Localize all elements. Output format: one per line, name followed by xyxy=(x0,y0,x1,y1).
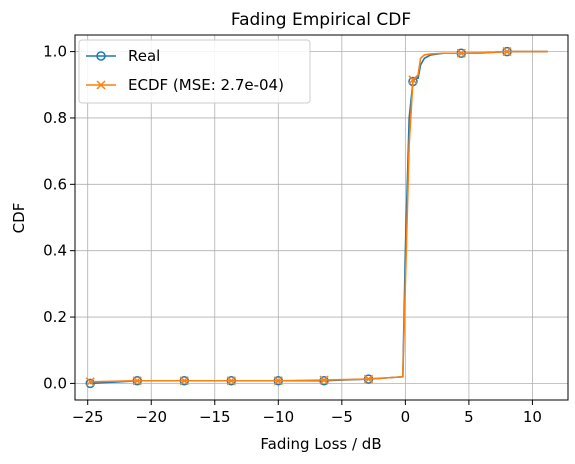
legend-label: ECDF (MSE: 2.7e-04) xyxy=(128,76,284,94)
legend-box xyxy=(78,39,311,104)
data-point xyxy=(179,376,189,386)
legend: Real ECDF (MSE: 2.7e-04) xyxy=(78,39,311,104)
y-tick-label: 0.4 xyxy=(43,242,67,260)
data-point xyxy=(132,376,142,386)
x-tick-label: −5 xyxy=(331,408,353,426)
x-axis-label: Fading Loss / dB xyxy=(260,435,381,453)
y-axis-label: CDF xyxy=(10,203,28,234)
grid-lines xyxy=(75,35,568,400)
chart-title: Fading Empirical CDF xyxy=(231,10,411,30)
y-tick-label: 1.0 xyxy=(43,43,67,61)
axis-ticks: −25 −20 −15 −10 −5 0 5 10 0.0 0.2 0.4 0.6 0.8 1.0 xyxy=(43,43,542,426)
y-tick-label: 0.0 xyxy=(43,374,67,392)
legend-marker xyxy=(96,80,106,90)
data-point xyxy=(456,48,466,58)
data-point xyxy=(502,47,512,57)
x-tick-label: 5 xyxy=(464,408,474,426)
legend-marker xyxy=(96,51,106,61)
data-point xyxy=(273,376,283,386)
plot-frame xyxy=(74,34,569,401)
x-tick-label: −20 xyxy=(135,408,167,426)
x-tick-label: −25 xyxy=(72,408,104,426)
data-point xyxy=(408,75,418,85)
y-tick-label: 0.8 xyxy=(43,109,67,127)
legend-label: Real xyxy=(128,47,160,65)
series-ecdf xyxy=(85,47,548,387)
data-point xyxy=(363,374,374,384)
x-tick-label: 10 xyxy=(523,408,542,426)
x-tick-label: −10 xyxy=(262,408,294,426)
x-tick-label: 0 xyxy=(401,408,411,426)
y-tick-label: 0.6 xyxy=(43,175,67,193)
data-point xyxy=(319,375,329,385)
series-lines xyxy=(85,46,548,389)
y-tick-label: 0.2 xyxy=(43,308,67,326)
x-tick-label: −15 xyxy=(199,408,231,426)
data-point xyxy=(85,378,95,389)
data-point xyxy=(226,376,236,386)
data-point xyxy=(85,377,95,387)
